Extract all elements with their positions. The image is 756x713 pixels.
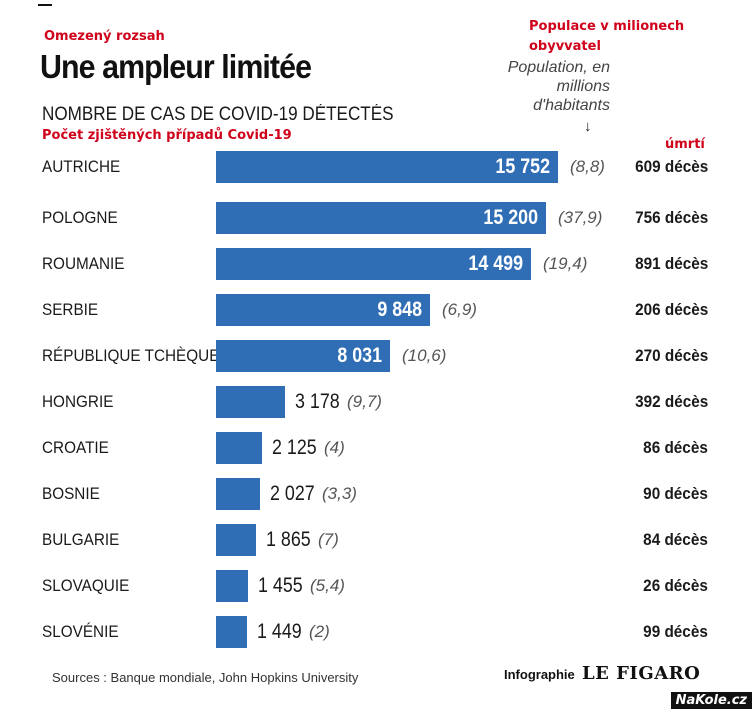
- bar: [216, 432, 262, 464]
- value-label: 2 125: [272, 436, 317, 459]
- population-label: (8,8): [570, 157, 605, 176]
- population-label: (3,3): [322, 484, 357, 503]
- category-label: BULGARIE: [42, 530, 120, 549]
- deaths-label: 891 décès: [634, 254, 708, 273]
- category-label: ROUMANIE: [42, 254, 125, 273]
- value-label: 15 752: [495, 155, 550, 178]
- category-label: BOSNIE: [42, 484, 100, 503]
- bar: [216, 570, 248, 602]
- population-label: (2): [309, 622, 330, 641]
- bar: [216, 524, 256, 556]
- category-label: AUTRICHE: [42, 157, 121, 176]
- chart-subtitle: NOMBRE DE CAS DE COVID-19 DÉTECTÉS: [42, 104, 394, 125]
- value-label: 14 499: [468, 252, 523, 275]
- le-figaro-logo: LE FIGARO: [582, 663, 701, 684]
- bar: [216, 151, 558, 183]
- bar: [216, 248, 531, 280]
- nakole-watermark: NaKole.cz: [670, 692, 752, 709]
- top-edge-mark: [38, 0, 52, 6]
- bar: [216, 294, 430, 326]
- value-label: 15 200: [483, 206, 538, 229]
- deaths-label: 609 décès: [634, 157, 708, 176]
- deaths-label: 99 décès: [643, 622, 708, 641]
- cz-subtitle-annotation: Počet zjištěných případů Covid-19: [42, 128, 292, 143]
- cz-title-annotation: Omezený rozsah: [44, 29, 165, 44]
- category-label: RÉPUBLIQUE TCHÈQUE: [42, 346, 220, 365]
- population-label: (5,4): [310, 576, 345, 595]
- bar: [216, 202, 546, 234]
- bar: [216, 340, 390, 372]
- category-label: CROATIE: [42, 438, 109, 457]
- population-label: (10,6): [402, 346, 447, 365]
- chart-title: Une ampleur limitée: [40, 48, 312, 85]
- category-label: SERBIE: [42, 300, 99, 319]
- sources-note: Sources : Banque mondiale, John Hopkins …: [52, 670, 359, 685]
- bar: [216, 616, 247, 648]
- bar: [216, 478, 260, 510]
- deaths-label: 756 décès: [634, 208, 708, 227]
- value-label: 1 455: [258, 574, 303, 597]
- deaths-label: 392 décès: [634, 392, 708, 411]
- deaths-label: 26 décès: [643, 576, 708, 595]
- population-label: (6,9): [442, 300, 477, 319]
- category-label: HONGRIE: [42, 392, 114, 411]
- population-label: (19,4): [543, 254, 588, 273]
- population-note: Population, en millions d'habitants: [507, 59, 610, 114]
- value-label: 1 449: [257, 620, 302, 643]
- value-label: 8 031: [337, 344, 382, 367]
- population-label: (4): [324, 438, 345, 457]
- value-label: 9 848: [377, 298, 422, 321]
- deaths-label: 270 décès: [634, 346, 708, 365]
- deaths-label: 206 décès: [634, 300, 708, 319]
- category-label: SLOVAQUIE: [42, 576, 130, 595]
- infographie-label: Infographie: [504, 667, 575, 682]
- deaths-label: 90 décès: [643, 484, 708, 503]
- category-label: POLOGNE: [42, 208, 118, 227]
- bar: [216, 386, 285, 418]
- category-label: SLOVÉNIE: [42, 622, 119, 641]
- value-label: 2 027: [270, 482, 315, 505]
- value-label: 1 865: [266, 528, 311, 551]
- down-arrow-icon: ↓: [584, 118, 592, 135]
- deaths-label: 86 décès: [643, 438, 708, 457]
- population-label: (9,7): [347, 392, 382, 411]
- cz-deaths-annotation: úmrtí: [665, 137, 705, 152]
- deaths-label: 84 décès: [643, 530, 708, 549]
- population-label: (37,9): [558, 208, 603, 227]
- cz-population-annotation: Populace v milionech obyvvatel: [529, 19, 685, 54]
- population-label: (7): [318, 530, 339, 549]
- value-label: 3 178: [295, 390, 340, 413]
